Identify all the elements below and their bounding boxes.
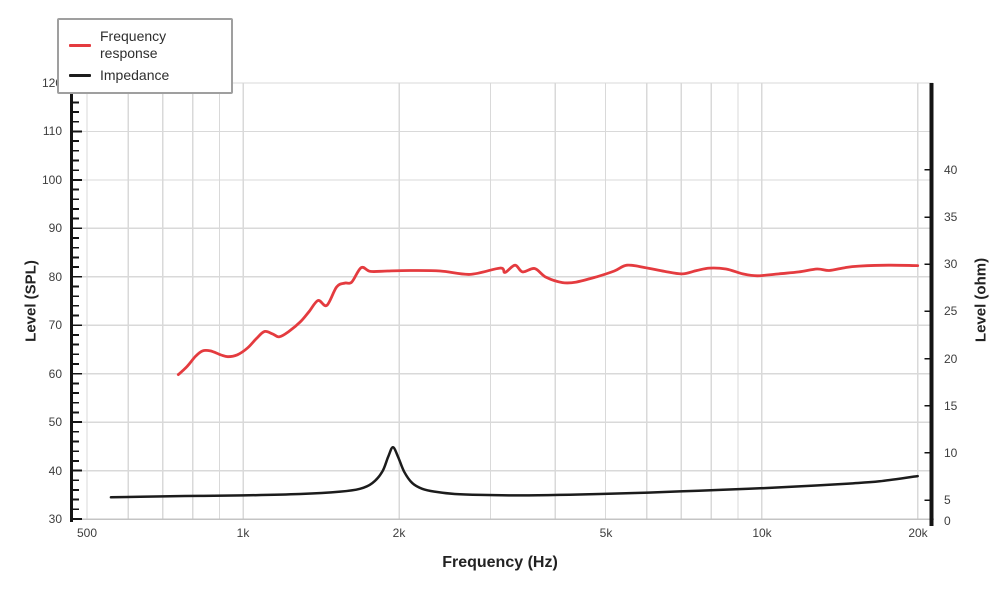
y-right-tick-label: 10 — [944, 446, 958, 460]
y-right-tick-label: 0 — [944, 514, 951, 528]
x-tick-label: 10k — [752, 526, 772, 540]
legend: Frequency response Impedance — [57, 18, 233, 94]
frequency-response-curve — [176, 263, 920, 376]
y-right-tick-label: 40 — [944, 163, 958, 177]
y-left-tick-label: 60 — [48, 367, 62, 381]
x-tick-label: 500 — [76, 526, 98, 540]
x-tick-label: 20k — [908, 526, 928, 540]
legend-item-impedance: Impedance — [69, 67, 221, 84]
y-right-tick-label: 30 — [944, 257, 958, 271]
legend-item-frequency-response: Frequency response — [69, 28, 221, 62]
impedance-curve — [109, 446, 919, 499]
y-right-tick-label: 20 — [944, 352, 958, 366]
y-left-tick-label: 120 — [41, 76, 62, 90]
right-axis-spine — [924, 83, 934, 526]
vertical-gridlines — [86, 83, 919, 519]
legend-label-impedance: Impedance — [100, 67, 170, 83]
legend-label-frequency-response: Frequency response — [100, 28, 167, 61]
x-tick-label: 2k — [392, 526, 406, 540]
y-axis-title-right: Level (ohm) — [972, 257, 990, 343]
x-tick-label: 5k — [599, 526, 613, 540]
y-right-tick-label: 5 — [944, 493, 951, 507]
x-axis-title: Frequency (Hz) — [442, 554, 558, 571]
x-tick-label: 1k — [236, 526, 250, 540]
frequency-response-line-swatch — [69, 43, 91, 47]
y-left-tick-label: 80 — [48, 270, 62, 284]
impedance-line-swatch — [69, 74, 91, 77]
y-left-tick-label: 90 — [48, 221, 62, 235]
y-left-tick-label: 110 — [42, 124, 62, 138]
y-left-tick-label: 30 — [48, 512, 62, 526]
left-axis-spine — [70, 80, 82, 522]
y-left-tick-label: 50 — [48, 415, 62, 429]
y-right-tick-label: 25 — [944, 304, 958, 318]
y-right-tick-label: 15 — [944, 399, 958, 413]
horizontal-gridlines — [70, 82, 934, 520]
y-left-tick-label: 40 — [48, 464, 62, 478]
y-left-tick-label: 100 — [41, 173, 62, 187]
y-right-tick-label: 35 — [944, 210, 958, 224]
y-left-tick-label: 70 — [48, 318, 62, 332]
